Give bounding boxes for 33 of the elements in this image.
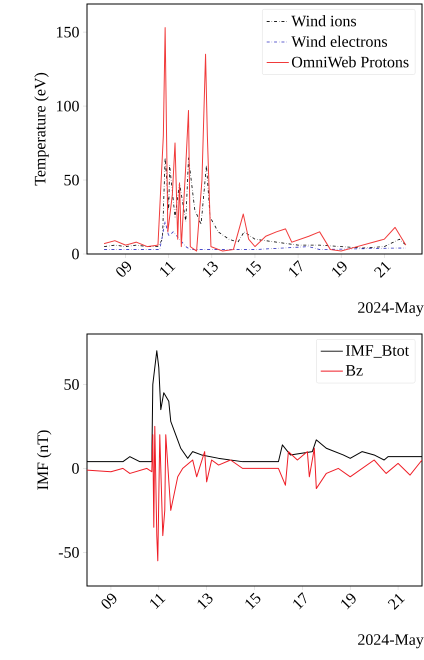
y-tick-label: 100 [56,100,79,112]
legend-label: Wind electrons [291,36,388,47]
x-tick-label: 17 [289,260,302,278]
y-tick-label: 50 [64,174,79,186]
x-tick-label: 15 [245,592,260,610]
x-tick-label: 19 [332,262,347,278]
x-tick-label: 17 [293,592,306,610]
x-tick-label: 13 [198,594,213,610]
y-tick-label: 0 [72,463,79,474]
line-series [104,221,406,250]
y-tick-label: 50 [64,379,79,390]
y-tick-label: 150 [56,26,79,38]
line-series [104,157,406,248]
x-tick-label: 09 [102,594,116,609]
x-tick-label: 09 [116,262,132,277]
x-axis-title: 2024-May [358,634,424,648]
legend-label: Bz [346,365,363,376]
x-tick-label: 11 [160,262,176,277]
x-tick-label: 21 [388,594,405,610]
legend-label: Wind ions [291,15,356,26]
y-axis-title: IMF (nT) [36,430,52,490]
legend-label: OmniWeb Protons [292,56,409,68]
x-tick-label: 11 [150,594,166,609]
x-tick-label: 19 [341,594,356,610]
line-series [104,27,406,252]
x-tick-label: 21 [374,262,392,278]
legend-label: IMF_Btot [346,345,410,358]
x-tick-label: 15 [246,260,261,278]
y-tick-label: 0 [72,248,79,260]
x-axis-title: 2024-May [358,302,424,316]
x-tick-label: 13 [202,262,218,278]
y-tick-label: -50 [58,547,79,558]
y-axis-title: Temperature (eV) [34,72,49,186]
